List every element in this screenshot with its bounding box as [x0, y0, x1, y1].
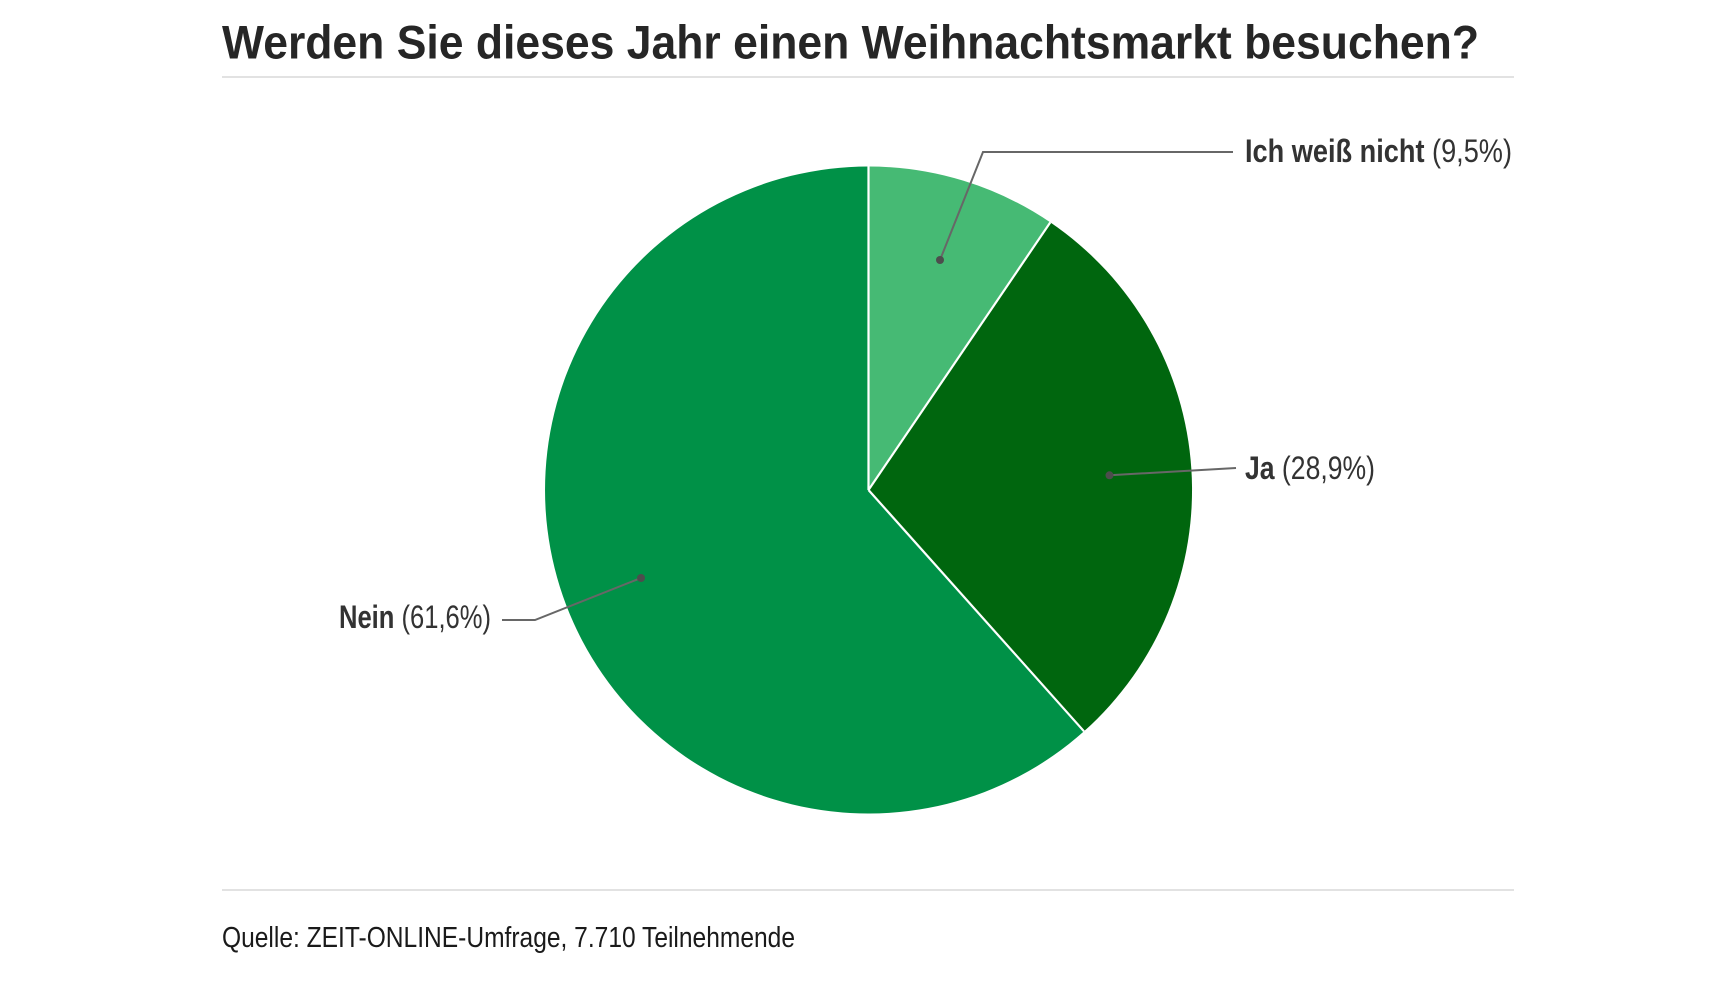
- svg-text:Nein (61,6%): Nein (61,6%): [339, 599, 491, 635]
- svg-text:Quelle: ZEIT-ONLINE-Umfrage, 7: Quelle: ZEIT-ONLINE-Umfrage, 7.710 Teiln…: [222, 922, 795, 954]
- svg-text:Ich weiß nicht (9,5%): Ich weiß nicht (9,5%): [1245, 133, 1512, 169]
- svg-text:Werden Sie dieses Jahr einen W: Werden Sie dieses Jahr einen Weihnachtsm…: [222, 16, 1479, 69]
- svg-text:Ja (28,9%): Ja (28,9%): [1245, 450, 1375, 486]
